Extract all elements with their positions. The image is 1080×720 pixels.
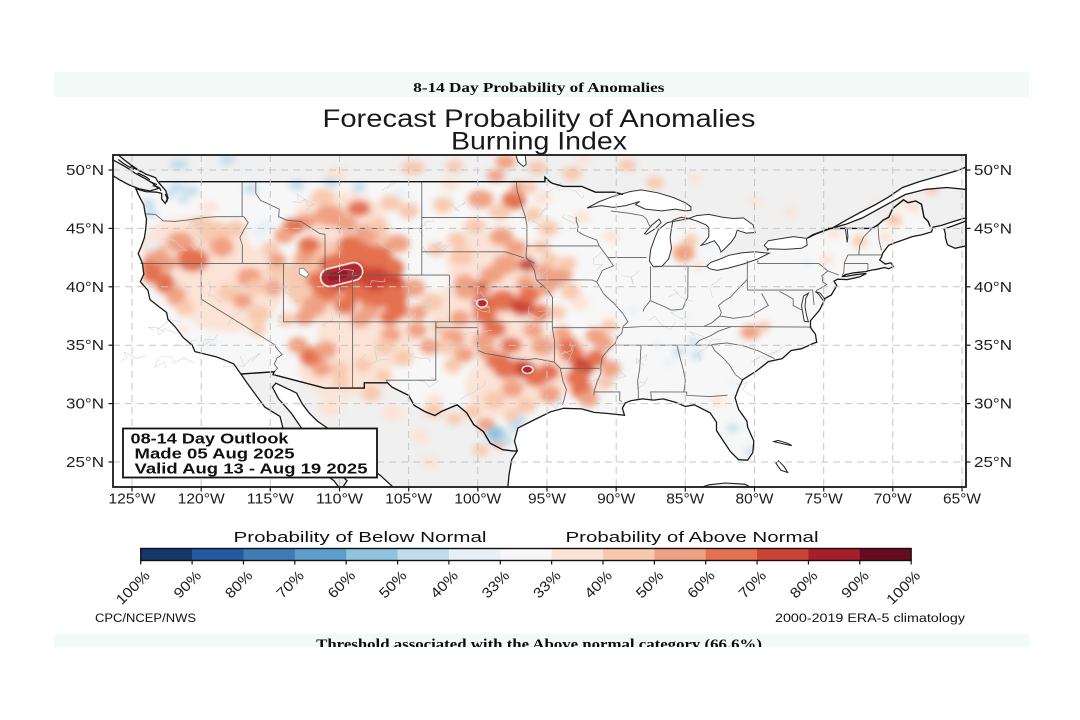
svg-text:Probability of Above Normal: Probability of Above Normal — [566, 529, 819, 546]
svg-text:45°N: 45°N — [974, 221, 1012, 237]
svg-text:40°N: 40°N — [66, 280, 104, 296]
svg-text:75°W: 75°W — [805, 492, 844, 508]
svg-text:100%: 100% — [113, 568, 154, 609]
svg-text:115°W: 115°W — [247, 492, 295, 508]
svg-text:95°W: 95°W — [528, 492, 567, 508]
svg-text:85°W: 85°W — [666, 492, 705, 508]
svg-text:60%: 60% — [685, 568, 719, 602]
svg-text:65°W: 65°W — [943, 492, 982, 508]
svg-text:90°W: 90°W — [597, 492, 636, 508]
svg-text:50%: 50% — [376, 568, 410, 602]
svg-text:Forecast Probability of Anomal: Forecast Probability of Anomalies — [323, 105, 756, 133]
svg-text:2000-2019 ERA-5 climatology: 2000-2019 ERA-5 climatology — [775, 611, 966, 625]
svg-text:70%: 70% — [736, 568, 770, 602]
svg-text:60%: 60% — [325, 568, 359, 602]
svg-text:90%: 90% — [839, 568, 873, 602]
svg-text:30°N: 30°N — [974, 397, 1012, 413]
svg-text:Valid Aug 13 - Aug 19 2025: Valid Aug 13 - Aug 19 2025 — [135, 461, 368, 478]
svg-text:40%: 40% — [428, 568, 462, 602]
svg-text:33%: 33% — [479, 568, 513, 602]
svg-text:50°N: 50°N — [974, 163, 1012, 179]
svg-text:45°N: 45°N — [66, 221, 104, 237]
svg-text:80°W: 80°W — [736, 492, 775, 508]
svg-text:70%: 70% — [274, 568, 308, 602]
svg-text:90%: 90% — [171, 568, 205, 602]
svg-text:40°N: 40°N — [974, 280, 1012, 296]
svg-text:125°W: 125°W — [109, 492, 157, 508]
svg-text:25°N: 25°N — [974, 455, 1012, 471]
svg-text:110°W: 110°W — [316, 492, 364, 508]
svg-text:08-14 Day Outlook: 08-14 Day Outlook — [131, 431, 290, 448]
svg-text:Probability of Below Normal: Probability of Below Normal — [234, 529, 487, 546]
svg-text:CPC/NCEP/NWS: CPC/NCEP/NWS — [95, 611, 196, 625]
svg-text:50%: 50% — [633, 568, 667, 602]
svg-text:33%: 33% — [531, 568, 565, 602]
svg-text:80%: 80% — [787, 568, 821, 602]
svg-text:120°W: 120°W — [178, 492, 226, 508]
svg-text:100°W: 100°W — [454, 492, 502, 508]
svg-text:50°N: 50°N — [66, 163, 104, 179]
svg-text:40%: 40% — [582, 568, 616, 602]
svg-text:70°W: 70°W — [874, 492, 913, 508]
svg-text:35°N: 35°N — [66, 338, 104, 354]
svg-text:Made 05 Aug 2025: Made 05 Aug 2025 — [135, 446, 295, 463]
svg-text:Burning Index: Burning Index — [451, 128, 628, 156]
svg-text:35°N: 35°N — [974, 338, 1012, 354]
svg-text:25°N: 25°N — [66, 455, 104, 471]
svg-text:30°N: 30°N — [66, 397, 104, 413]
svg-text:100%: 100% — [884, 568, 925, 609]
svg-text:80%: 80% — [222, 568, 256, 602]
svg-text:105°W: 105°W — [385, 492, 433, 508]
